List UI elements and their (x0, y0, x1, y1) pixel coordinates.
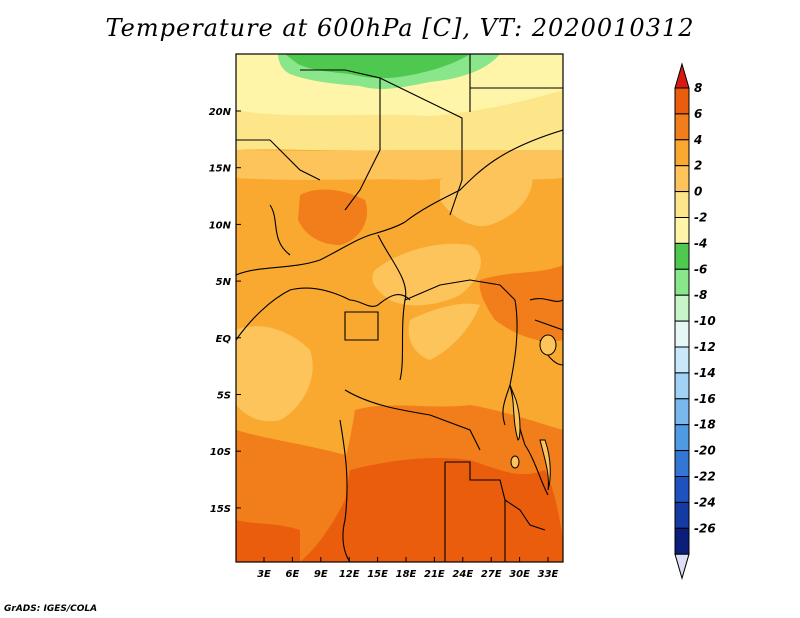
lat-tick-label: 5N (216, 277, 232, 288)
field-green (285, 54, 470, 79)
colorbar-level-label: -18 (694, 418, 716, 432)
credit-text: GrADS: IGES/COLA (4, 604, 98, 614)
field-red-orange-sw (236, 520, 300, 562)
colorbar-level-label: -12 (694, 340, 716, 354)
lon-tick-label: 27E (481, 569, 502, 580)
map-title: Temperature at 600hPa [C], VT: 202001031… (105, 14, 695, 42)
temperature-field (236, 54, 563, 562)
colorbar-box (674, 450, 690, 478)
colorbar-level-label: -8 (694, 288, 707, 302)
colorbar-level-label: -26 (694, 521, 716, 535)
colorbar-level-label: -22 (694, 470, 716, 484)
lon-ticks (263, 557, 549, 562)
field-patch-central (372, 243, 481, 306)
colorbar-box (674, 294, 690, 322)
lon-tick-label: 6E (286, 569, 300, 580)
lon-tick-label: 30E (509, 569, 530, 580)
colorbar-level-label: 2 (694, 159, 702, 173)
colorbar-box (674, 113, 690, 141)
colorbar-box (674, 165, 690, 193)
colorbar-top-arrow (674, 62, 690, 89)
field-patch-west (236, 326, 313, 422)
colorbar-box (674, 346, 690, 374)
lat-tick-label: 15S (210, 504, 231, 515)
lon-tick-label: 9E (314, 569, 328, 580)
lon-tick-label: 21E (424, 569, 445, 580)
lakes (509, 334, 557, 491)
lon-tick-label: 15E (367, 569, 388, 580)
colorbar-box (674, 268, 690, 296)
lat-tick-label: 15N (209, 164, 232, 175)
lon-labels: 3E 6E 9E 12E 15E 18E 21E 24E 27E 30E 33E (257, 569, 558, 580)
lat-tick-label: 10N (209, 220, 232, 231)
map-frame (235, 53, 564, 563)
lat-labels: 20N 15N 10N 5N EQ 5S 10S 15S (209, 107, 232, 515)
colorbar-box (674, 191, 690, 219)
colorbar-box (674, 242, 690, 270)
colorbar-box (674, 476, 690, 503)
colorbar-box (674, 87, 690, 115)
lat-tick-label: 10S (210, 447, 231, 458)
colorbar-level-label: -20 (694, 444, 716, 458)
colorbar-level-label: -2 (694, 211, 707, 225)
lat-ticks (236, 110, 241, 509)
colorbar-level-label: -10 (694, 314, 716, 328)
colorbar-box (674, 139, 690, 167)
colorbar-level-label: -16 (694, 392, 716, 406)
colorbar-bottom-arrow (674, 553, 690, 580)
colorbar-level-label: 6 (694, 107, 702, 121)
colorbar-box (674, 372, 690, 400)
colorbar-level-label: 4 (693, 133, 702, 147)
colorbar-box (674, 217, 690, 244)
field-patch-congo (408, 303, 480, 360)
colorbar-level-label: -4 (694, 236, 707, 250)
field-red-orange (300, 458, 563, 562)
lon-tick-label: 12E (339, 569, 360, 580)
colorbar: 8 6 4 2 0 -2 -4 -6 -8 -10 -12 -14 -16 -18 -20 -22 -24 -26 (674, 62, 716, 580)
colorbar-level-label: -14 (694, 366, 716, 380)
colorbar-level-label: -24 (694, 495, 716, 509)
colorbar-box (674, 424, 690, 452)
lat-tick-label: EQ (216, 334, 232, 345)
lat-tick-label: 20N (209, 107, 232, 118)
lon-tick-label: 24E (452, 569, 473, 580)
country-boundaries (236, 54, 563, 562)
field-patch-sudan (440, 165, 533, 226)
lon-tick-label: 33E (538, 569, 559, 580)
colorbar-level-label: 8 (694, 81, 702, 95)
field-pale-yellow (236, 90, 563, 151)
colorbar-box (674, 501, 690, 529)
colorbar-level-label: -6 (694, 262, 707, 276)
lat-tick-label: 5S (217, 391, 231, 402)
lon-tick-label: 3E (257, 569, 271, 580)
colorbar-box (674, 527, 690, 555)
colorbar-level-label: 0 (694, 185, 702, 199)
lon-tick-label: 18E (396, 569, 417, 580)
colorbar-box (674, 398, 690, 426)
colorbar-box (674, 320, 690, 348)
